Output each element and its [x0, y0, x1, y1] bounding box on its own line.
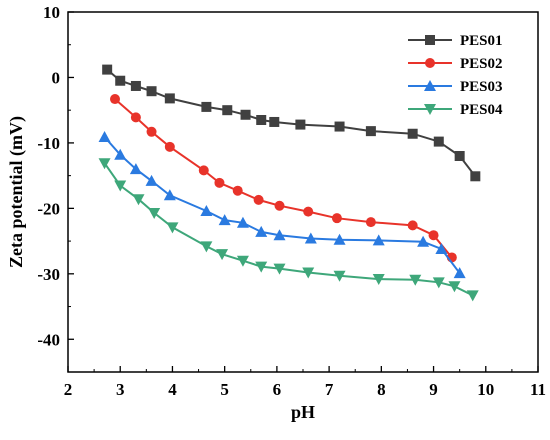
data-point-pes01	[334, 121, 345, 132]
y-tick-label: 10	[43, 3, 60, 22]
data-point-pes01	[146, 86, 157, 97]
data-point-pes04	[409, 274, 422, 286]
data-point-pes01	[295, 119, 306, 130]
x-tick-label: 4	[168, 380, 177, 399]
data-point-pes03	[236, 216, 249, 228]
x-tick-label: 5	[220, 380, 229, 399]
data-point-pes04	[273, 263, 286, 275]
data-point-pes01	[222, 105, 233, 116]
data-point-pes04	[148, 207, 161, 219]
data-point-pes04	[466, 290, 479, 302]
legend-label: PES03	[460, 79, 503, 95]
x-tick-label: 8	[377, 380, 386, 399]
data-point-pes03	[163, 189, 176, 201]
data-point-pes03	[417, 235, 430, 247]
data-point-pes03	[273, 229, 286, 241]
data-point-pes04	[114, 180, 127, 192]
data-point-pes03	[129, 163, 142, 175]
x-tick-label: 7	[325, 380, 334, 399]
data-point-pes04	[448, 281, 461, 293]
x-tick-label: 2	[64, 380, 73, 399]
data-point-pes02	[428, 230, 439, 241]
y-axis-title: Zeta potential (mV)	[6, 116, 27, 268]
data-point-pes04	[132, 194, 145, 206]
series-line-pes03	[103, 136, 461, 274]
data-point-pes01	[470, 171, 481, 182]
data-point-pes01	[256, 115, 267, 125]
data-point-pes02	[253, 194, 264, 205]
data-point-pes03	[304, 232, 317, 244]
data-point-pes02	[365, 217, 376, 228]
data-point-pes01	[130, 80, 141, 91]
y-tick-label: -10	[37, 134, 60, 153]
data-point-pes03	[98, 131, 111, 143]
x-tick-label: 10	[477, 380, 494, 399]
y-tick-label: -40	[37, 330, 60, 349]
data-point-pes01	[201, 101, 212, 112]
data-point-pes04	[302, 267, 315, 279]
data-point-pes01	[269, 116, 280, 127]
data-point-pes02	[214, 177, 225, 188]
legend-marker	[424, 104, 436, 115]
data-point-pes02	[164, 141, 175, 152]
data-point-pes01	[240, 109, 251, 120]
x-tick-label: 6	[273, 380, 282, 399]
data-point-pes02	[146, 126, 157, 137]
data-point-pes02	[198, 165, 209, 176]
data-point-pes04	[216, 249, 229, 261]
data-point-pes01	[102, 64, 113, 75]
data-point-pes01	[454, 151, 465, 161]
x-tick-label: 11	[530, 380, 546, 399]
x-tick-label: 9	[429, 380, 438, 399]
data-point-pes02	[110, 94, 120, 105]
data-point-pes01	[365, 126, 376, 137]
data-point-pes04	[98, 158, 111, 170]
data-point-pes02	[232, 185, 243, 196]
legend-label: PES04	[460, 102, 503, 118]
x-axis-title: pH	[291, 402, 315, 422]
data-point-pes03	[145, 174, 158, 186]
legend-label: PES01	[460, 33, 503, 49]
y-tick-label: -20	[37, 199, 60, 218]
legend-marker	[425, 35, 435, 45]
data-point-pes04	[200, 241, 213, 253]
data-point-pes01	[115, 75, 126, 86]
data-point-pes01	[433, 136, 444, 147]
data-point-pes02	[407, 220, 418, 231]
data-point-pes02	[331, 213, 342, 224]
data-point-pes02	[274, 200, 285, 211]
data-point-pes02	[303, 206, 314, 217]
data-point-pes01	[164, 93, 175, 104]
data-point-pes04	[333, 270, 346, 282]
y-tick-label: -30	[37, 265, 60, 284]
legend-label: PES02	[460, 56, 503, 72]
data-point-pes03	[435, 242, 448, 254]
data-point-pes03	[372, 234, 385, 246]
data-point-pes04	[255, 261, 268, 273]
legend-marker	[425, 58, 435, 68]
data-point-pes03	[218, 214, 231, 226]
data-point-pes03	[333, 233, 346, 245]
data-point-pes04	[236, 255, 249, 267]
y-tick-label: 0	[52, 68, 61, 87]
data-point-pes02	[130, 112, 141, 123]
data-point-pes04	[432, 277, 445, 289]
data-point-pes03	[200, 204, 213, 216]
data-point-pes01	[407, 128, 418, 139]
legend-marker	[424, 80, 436, 91]
data-point-pes03	[453, 267, 466, 279]
x-tick-label: 3	[116, 380, 125, 399]
data-point-pes04	[166, 222, 179, 234]
data-point-pes03	[255, 225, 268, 237]
data-point-pes03	[114, 148, 127, 160]
data-point-pes04	[372, 274, 385, 286]
